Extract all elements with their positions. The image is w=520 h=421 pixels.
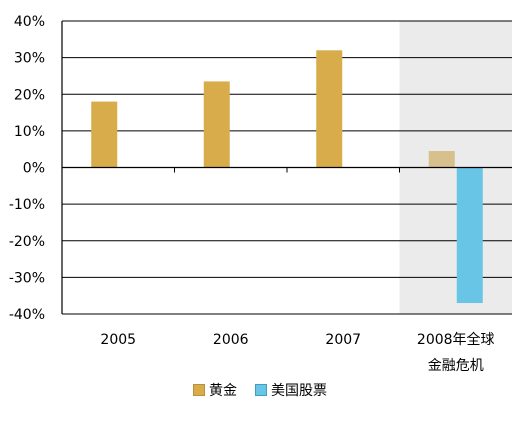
- legend-item-gold: 黄金: [193, 380, 237, 400]
- x-tick-label: 2005: [100, 332, 136, 348]
- x-tick-label: 2008年全球金融危机: [417, 331, 495, 374]
- y-tick-label: -40%: [9, 307, 45, 323]
- y-tick-label: 30%: [14, 51, 45, 67]
- y-tick-label: 0%: [23, 161, 45, 177]
- legend-swatch-us-stocks: [255, 384, 267, 396]
- y-tick-label: 10%: [14, 124, 45, 140]
- y-tick-label: 40%: [14, 14, 45, 30]
- y-tick-label: -30%: [9, 270, 45, 286]
- y-tick-label: 20%: [14, 87, 45, 103]
- bar-gold-2: [316, 50, 343, 168]
- x-tick-label: 2006: [213, 332, 249, 348]
- y-tick-label: -10%: [9, 197, 45, 213]
- x-tick-label: 2007: [325, 332, 361, 348]
- bar-us-stocks-3: [456, 167, 483, 304]
- bar-gold-0: [91, 101, 118, 168]
- legend-label-us-stocks: 美国股票: [271, 383, 327, 399]
- legend: 黄金 美国股票: [0, 380, 520, 400]
- bar-gold-3: [428, 151, 455, 168]
- legend-swatch-gold: [193, 384, 205, 396]
- y-tick-label: -20%: [9, 234, 45, 250]
- bar-gold-1: [203, 81, 230, 168]
- legend-item-us-stocks: 美国股票: [255, 380, 327, 400]
- legend-label-gold: 黄金: [209, 383, 237, 399]
